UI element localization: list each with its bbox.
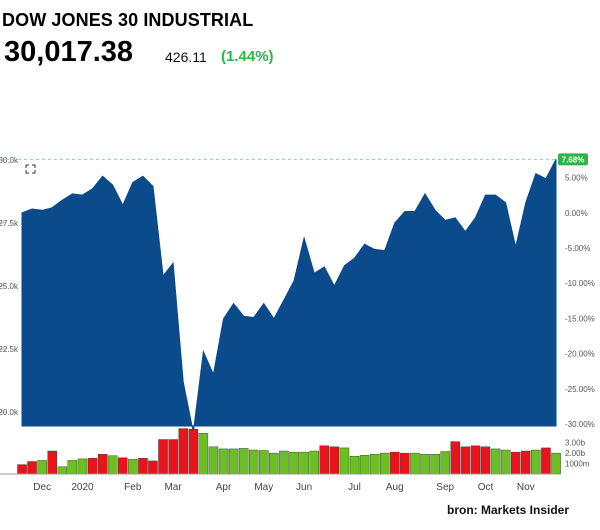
volume-bar (551, 452, 561, 475)
volume-bar (27, 461, 37, 475)
volume-tick-label: 3.00b (565, 439, 586, 448)
y-left-tick-label: 27.5k (0, 219, 19, 228)
volume-bar (359, 455, 370, 475)
volume-bar (208, 446, 219, 475)
volume-bar (319, 445, 330, 475)
y-right-tick-label: -5.00% (565, 244, 590, 253)
x-month-label: Aug (386, 482, 404, 493)
volume-bar (248, 449, 259, 475)
volume-bar (279, 450, 289, 475)
y-right-tick-label: -15.00% (565, 314, 595, 323)
y-left-tick-label: 20.0k (0, 408, 19, 417)
volume-tick-label: 1000m (565, 460, 590, 469)
y-left-tick-label: 25.0k (0, 282, 19, 291)
change-badge (558, 153, 588, 166)
y-right-tick-label: -25.00% (565, 385, 595, 394)
volume-bar (138, 458, 148, 475)
volume-bar (339, 447, 350, 475)
volume-bar (309, 450, 320, 475)
volume-bar (228, 448, 239, 475)
y-right-tick-label: -10.00% (565, 279, 595, 288)
volume-bar (470, 445, 481, 475)
volume-bar (480, 446, 491, 475)
volume-bar (369, 454, 380, 475)
volume-bar (168, 439, 178, 475)
expand-icon (25, 164, 36, 174)
volume-bar (349, 456, 360, 475)
volume-bar (420, 454, 430, 475)
volume-bar (380, 452, 390, 475)
volume-bar (148, 460, 158, 475)
y-left-tick-label: 22.5k (0, 345, 19, 354)
x-month-label: Feb (124, 482, 142, 493)
volume-bar (269, 452, 279, 475)
volume-bar (400, 452, 410, 475)
volume-bar (541, 447, 551, 475)
volume-bar (218, 448, 229, 475)
x-month-label: Sep (436, 482, 454, 493)
volume-bar (97, 454, 108, 475)
volume-bar (430, 454, 440, 475)
x-month-label: Jul (348, 482, 361, 493)
price-area (21, 159, 557, 433)
y-right-tick-label: 0.00% (565, 209, 588, 218)
y-right-tick-label: -30.00% (565, 420, 595, 429)
x-month-label: May (254, 482, 273, 493)
x-month-label: 2020 (71, 482, 94, 493)
volume-bar (178, 428, 188, 475)
price-change-percent: (1.44%) (221, 48, 274, 65)
volume-bar (188, 428, 198, 475)
volume-bar (329, 446, 340, 475)
volume-bar (107, 455, 118, 475)
change-badge-label: 7.68% (562, 155, 585, 164)
x-month-label: Oct (478, 482, 494, 493)
volume-bar (259, 450, 269, 475)
volume-bar (198, 433, 209, 475)
volume-bar (87, 458, 98, 475)
x-month-label: Dec (33, 482, 51, 493)
volume-bar (531, 449, 541, 475)
volume-bar (37, 460, 47, 475)
volume-tick-label: 2.00b (565, 449, 586, 458)
volume-bar (450, 441, 461, 475)
volume-bar (500, 449, 511, 475)
x-month-label: Apr (216, 482, 232, 493)
volume-bar (511, 451, 521, 475)
volume-bar (128, 459, 138, 475)
price-change: 426.11 (165, 49, 207, 65)
volume-bar (410, 452, 420, 475)
volume-bar (57, 466, 68, 475)
volume-bar (299, 451, 309, 475)
index-price: 30,017.38 (4, 36, 134, 68)
y-right-tick-label: -20.00% (565, 350, 595, 359)
x-month-label: Mar (164, 482, 182, 493)
volume-bar (521, 450, 531, 475)
volume-bar (17, 464, 27, 475)
source-label: bron: Markets Insider (447, 503, 570, 517)
index-title: DOW JONES 30 INDUSTRIAL (2, 10, 254, 30)
volume-bar (47, 450, 58, 475)
x-month-label: Nov (517, 482, 535, 493)
volume-bar (460, 446, 471, 475)
volume-bar (67, 460, 78, 475)
volume-bar (238, 448, 249, 475)
volume-bar (289, 451, 299, 475)
volume-bar (440, 451, 450, 475)
y-left-tick-label: 30.0k (0, 156, 19, 165)
x-month-label: Jun (296, 482, 312, 493)
volume-bar (490, 448, 501, 475)
volume-bar (390, 451, 400, 475)
y-right-tick-label: 5.00% (565, 174, 588, 183)
volume-bar (77, 458, 88, 475)
volume-bar (117, 457, 128, 475)
volume-bar (158, 439, 168, 475)
